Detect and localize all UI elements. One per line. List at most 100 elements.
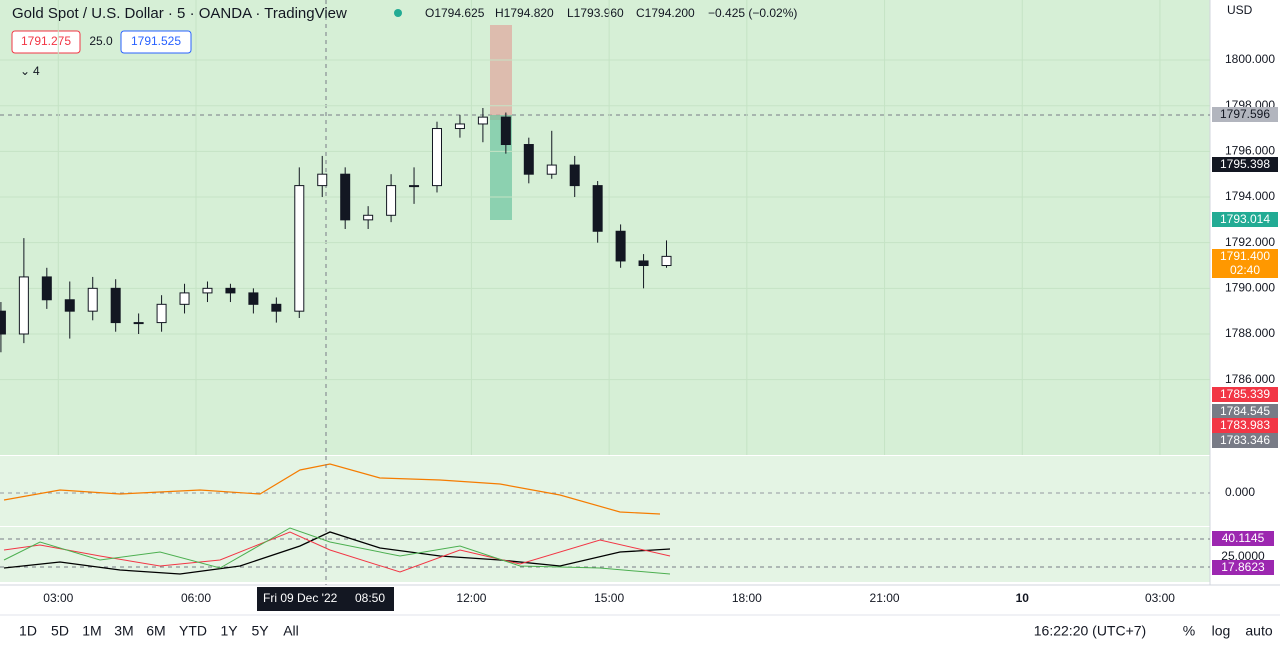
x-tick-label: 21:00: [870, 591, 900, 605]
ohlc-open: O1794.625: [425, 6, 485, 20]
adx-line: [3, 531, 671, 575]
x-tick-label: 10: [1016, 591, 1030, 605]
candle-body: [569, 164, 580, 187]
candle-body: [661, 255, 672, 267]
price-label: 1793.014: [1220, 212, 1270, 226]
x-tick-label: 18:00: [732, 591, 762, 605]
clock: 16:22:20 (UTC+7): [1034, 623, 1146, 639]
dmi-pane-bg: [0, 527, 1210, 582]
candle-body: [110, 287, 121, 324]
currency[interactable]: USD: [1227, 3, 1253, 17]
range-button[interactable]: All: [283, 623, 299, 639]
indicator-count[interactable]: 4: [33, 64, 40, 78]
x-tick-label: 03:00: [1145, 591, 1175, 605]
candle-body: [133, 322, 144, 325]
candle-body: [248, 292, 259, 305]
price-label-bg: [1212, 107, 1278, 122]
plus-di-line: [3, 527, 671, 575]
spread: 25.0: [89, 34, 113, 48]
price-label: 1784.545: [1220, 404, 1270, 418]
price-label-bg: [1212, 404, 1278, 419]
osc-label-bg: [1212, 531, 1274, 546]
header: Gold Spot / U.S. Dollar · 5 · OANDA · Tr…: [11, 3, 1253, 78]
macd-signal: [3, 463, 661, 515]
range-button[interactable]: 1D: [19, 623, 37, 639]
y-tick-label: 1800.000: [1225, 52, 1275, 66]
minus-di-line: [3, 531, 671, 573]
candle-body: [179, 292, 190, 305]
price-label-bg: [1212, 157, 1278, 172]
y-tick-label: 1796.000: [1225, 144, 1275, 158]
candle-body: [409, 185, 420, 188]
price-label: 1797.596: [1220, 107, 1270, 121]
range-button[interactable]: 5D: [51, 623, 69, 639]
candle-body: [294, 185, 305, 312]
sell-price: 1791.275: [21, 34, 71, 48]
symbol-title: Gold Spot / U.S. Dollar · 5 · OANDA · Tr…: [12, 5, 347, 22]
crosshair-time: 08:50: [355, 591, 385, 605]
candle-body: [0, 310, 6, 335]
sell-button[interactable]: [11, 30, 81, 54]
ohlc-low: L1793.960: [567, 6, 624, 20]
candle-body: [156, 303, 167, 324]
price-label: 1791.400: [1220, 249, 1270, 263]
candle-body: [202, 287, 213, 294]
ohlc-high: H1794.820: [495, 6, 554, 20]
candle-body: [615, 230, 626, 262]
candle-body: [477, 116, 488, 125]
y-tick-label: 1794.000: [1225, 189, 1275, 203]
y-tick-label: 1786.000: [1225, 372, 1275, 386]
buy-button[interactable]: [120, 30, 192, 54]
risk-zone: [490, 25, 512, 120]
price-label-bg: [1212, 433, 1278, 448]
price-pane-bg: [0, 0, 1210, 455]
candle-body: [41, 276, 52, 301]
candle-body: [317, 173, 328, 187]
range-button[interactable]: 6M: [146, 623, 165, 639]
price-label-bg: [1212, 249, 1278, 264]
price-label: 1783.346: [1220, 433, 1270, 447]
price-label-bg: [1212, 387, 1278, 402]
candle-body: [271, 303, 282, 312]
market-open-dot: [394, 9, 402, 17]
price-label-bg: [1212, 212, 1278, 227]
x-tick-label: 15:00: [594, 591, 624, 605]
scale-option[interactable]: %: [1183, 623, 1195, 639]
range-button[interactable]: 1M: [82, 623, 101, 639]
candle-body: [363, 214, 374, 221]
ohlc-change: −0.425 (−0.02%): [708, 6, 797, 20]
buy-price: 1791.525: [131, 34, 181, 48]
ohlc-close: C1794.200: [636, 6, 695, 20]
candle-body: [340, 173, 351, 221]
candle-body: [546, 164, 557, 175]
price-label: 02:40: [1230, 263, 1260, 277]
x-tick-label: 12:00: [456, 591, 486, 605]
range-button[interactable]: YTD: [179, 623, 207, 639]
candle-body: [638, 260, 649, 267]
range-button[interactable]: 1Y: [220, 623, 238, 639]
indicator-toggle-icon[interactable]: ⌄: [20, 64, 30, 78]
candle-body: [431, 128, 442, 187]
candle-body: [64, 299, 75, 312]
range-button[interactable]: 3M: [114, 623, 133, 639]
price-label: 1785.339: [1220, 387, 1270, 401]
osc-label: 40.1145: [1222, 531, 1265, 545]
candle-body: [592, 185, 603, 232]
macd-zero-label: 0.000: [1225, 485, 1255, 499]
range-button[interactable]: 5Y: [251, 623, 269, 639]
y-tick-label: 1788.000: [1225, 326, 1275, 340]
y-tick-label: 1792.000: [1225, 235, 1275, 249]
y-tick-label: 1790.000: [1225, 281, 1275, 295]
osc-label: 25.0000: [1221, 549, 1265, 563]
scale-option[interactable]: log: [1212, 623, 1231, 639]
osc-label-bg: [1212, 560, 1274, 575]
scale-option[interactable]: auto: [1245, 623, 1272, 639]
macd-pane-bg: [0, 456, 1210, 526]
price-label-bg: [1212, 263, 1278, 278]
candle-body: [500, 116, 511, 146]
candle-body: [18, 276, 29, 335]
candle-body: [454, 123, 465, 130]
price-label: 1795.398: [1220, 157, 1270, 171]
